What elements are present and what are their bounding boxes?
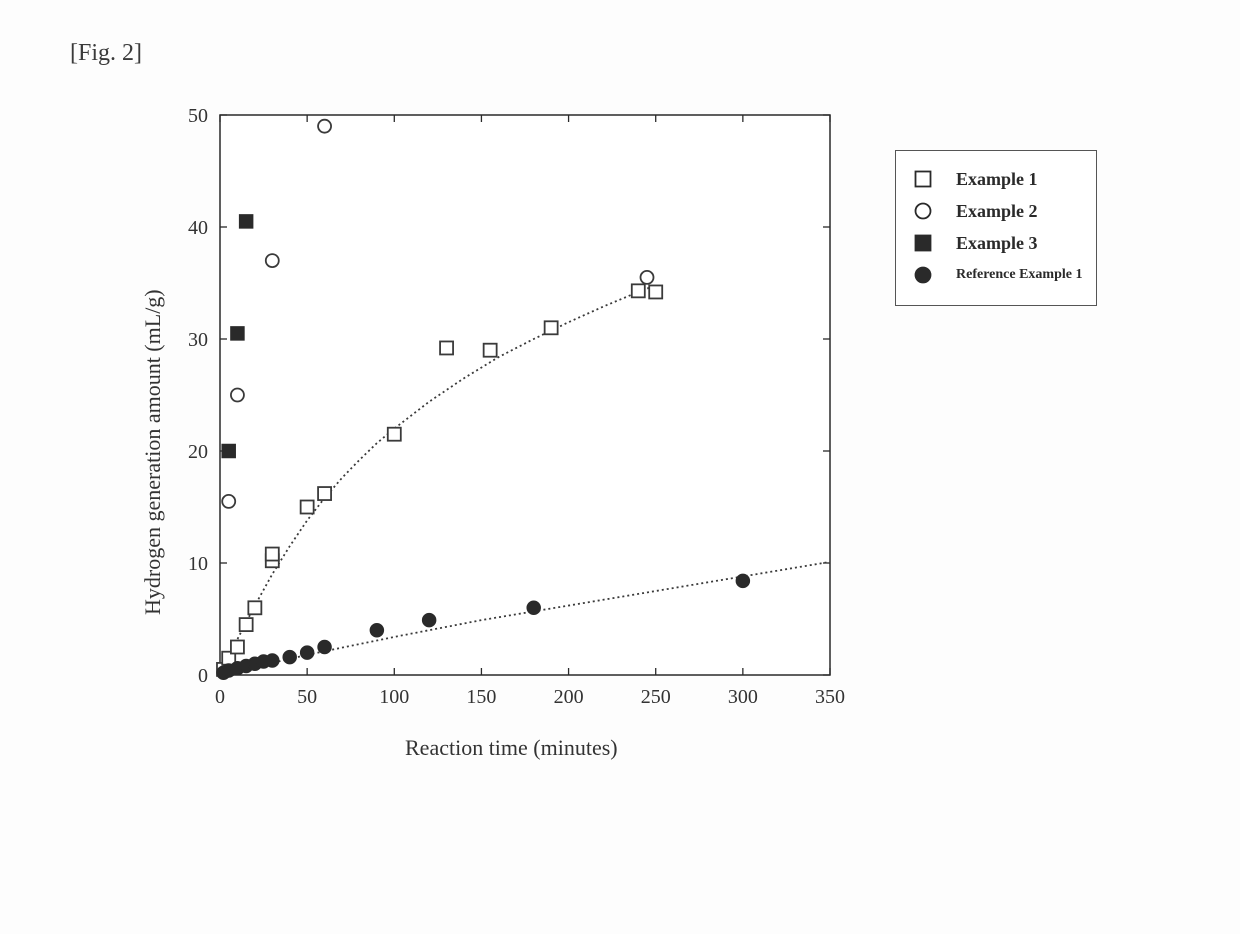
- x-tick-label: 200: [554, 686, 584, 708]
- legend-label: Reference Example 1: [956, 267, 1082, 283]
- x-tick-label: 300: [728, 686, 758, 708]
- x-tick-label: 250: [641, 686, 671, 708]
- y-axis-label: Hydrogen generation amount (mL/g): [140, 289, 166, 615]
- y-tick-label: 40: [188, 217, 208, 239]
- legend: Example 1 Example 2 Example 3 Reference Exa…: [895, 150, 1097, 306]
- legend-item-example2: Example 2: [908, 197, 1082, 225]
- filled-circle-icon: [908, 263, 938, 287]
- legend-label: Example 1: [956, 169, 1038, 190]
- x-tick-label: 150: [466, 686, 496, 708]
- y-tick-label: 30: [188, 329, 208, 351]
- legend-item-example3: Example 3: [908, 229, 1082, 257]
- y-tick-label: 20: [188, 441, 208, 463]
- x-tick-label: 0: [215, 686, 225, 708]
- filled-square-icon: [908, 231, 938, 255]
- x-tick-label: 350: [815, 686, 845, 708]
- x-axis-label: Reaction time (minutes): [405, 735, 618, 761]
- x-tick-label: 50: [297, 686, 317, 708]
- open-circle-icon: [908, 199, 938, 223]
- scatter-chart: 0 50 100 150 200 250 300 350 0 10 20 30 40 50: [160, 55, 890, 735]
- legend-item-ref1: Reference Example 1: [908, 261, 1082, 289]
- x-tick-label: 100: [379, 686, 409, 708]
- chart-container: 0 50 100 150 200 250 300 350 0 10 20 30 40 50: [160, 55, 890, 735]
- y-tick-label: 0: [198, 665, 208, 687]
- legend-item-example1: Example 1: [908, 165, 1082, 193]
- figure-label: [Fig. 2]: [70, 40, 142, 67]
- legend-label: Example 2: [956, 201, 1038, 222]
- y-tick-label: 50: [188, 105, 208, 127]
- legend-label: Example 3: [956, 233, 1038, 254]
- open-square-icon: [908, 167, 938, 191]
- y-tick-label: 10: [188, 553, 208, 575]
